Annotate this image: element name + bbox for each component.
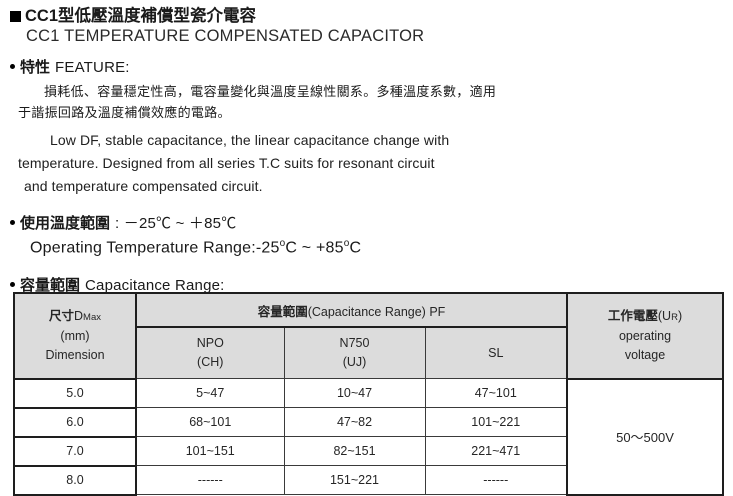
header-operating-voltage: 工作電壓(UR) operating voltage [566,292,725,380]
capacitance-heading: 容量範圍 Capacitance Range: [10,274,733,295]
capacitance-section: 容量範圍 Capacitance Range: [0,274,733,295]
temperature-heading-cn: 使用溫度範圍 [20,215,111,232]
feature-heading: 特性 FEATURE: [10,56,733,77]
table-row: 6.0 68~101 47~82 101~221 [13,406,723,438]
cell-dimension: 5.0 [13,377,137,409]
header-col-sl-line1: SL [488,345,504,360]
round-bullet-icon [10,220,15,225]
header-voltage-en-2: voltage [624,347,666,362]
table-row: 7.0 101~151 82~151 221~471 [13,435,723,467]
cell-dimension: 8.0 [13,464,137,496]
cell-dimension: 6.0 [13,406,137,438]
page-title-cn: CC1型低壓溫度補償型瓷介電容 [25,7,257,25]
header-col-npo: NPO (CH) [135,326,285,379]
header-col-npo-line1: NPO [196,336,224,350]
header-dimension-unit: (mm) [60,328,90,343]
cell-sl: 47~101 [424,378,568,408]
capacitance-heading-en: Capacitance Range: [85,277,225,295]
degree-symbol-2: o [343,238,350,249]
header-dimension: 尺寸DMax (mm) Dimension [13,292,137,380]
cell-npo: 101~151 [135,436,285,466]
cell-sl: 221~471 [424,436,568,466]
cell-sl: 101~221 [424,407,568,437]
header-col-n750: N750 (UJ) [283,326,426,379]
header-col-n750-line1: N750 [339,336,370,350]
temperature-en-mid: C ~ +85 [285,239,344,257]
temperature-range-en: Operating Temperature Range:-25oC ~ +85o… [10,238,733,257]
header-cap-range-cn: 容量範圍 [257,304,308,319]
cell-dimension: 7.0 [13,435,137,467]
document-header: CC1型低壓溫度補償型瓷介電容 CC1 TEMPERATURE COMPENSA… [0,0,733,47]
cell-npo: 5~47 [135,378,285,408]
capacitance-range-table-wrapper: 尺寸DMax (mm) Dimension 容量範圍(Capacitance R… [13,292,725,496]
header-col-sl: SL [424,326,568,379]
header-voltage-cn: 工作電壓(UR) [607,308,683,323]
temperature-section: 使用溫度範圍 : －25℃ ~ ＋85℃ Operating Temperatu… [0,212,733,257]
round-bullet-icon [10,282,15,288]
temperature-heading: 使用溫度範圍 : －25℃ ~ ＋85℃ [10,212,733,233]
degree-symbol-1: o [279,238,286,249]
feature-cn-line-2: 于諧振回路及溫度補償效應的電路。 [18,105,231,120]
table-row: 5.0 5~47 10~47 47~101 50～500V [13,377,725,496]
feature-en-line-3: and temperature compensated circuit. [24,178,263,194]
header-col-n750-line2: (UJ) [342,355,367,369]
cell-n750: 47~82 [283,407,426,437]
header-dimension-en: Dimension [45,347,105,362]
title-row-cn: CC1型低壓溫度補償型瓷介電容 [10,6,733,26]
round-bullet-icon [10,64,15,69]
header-col-npo-line2: (CH) [197,355,224,369]
cell-npo: 68~101 [135,407,285,437]
feature-paragraph-cn: 損耗低、容量穩定性高，電容量變化與溫度呈線性關系。多種溫度系數，適用 于諧振回路… [10,81,733,123]
feature-heading-en: FEATURE: [55,59,130,76]
header-dimension-cn: 尺寸DMax [49,308,101,323]
capacitance-heading-cn: 容量範圍 [20,277,81,295]
table-header-row-2: NPO (CH) N750 (UJ) SL [14,326,723,379]
table-header-row-1: 尺寸DMax (mm) Dimension 容量範圍(Capacitance R… [13,292,725,380]
cell-operating-voltage: 50～500V [566,377,725,496]
feature-cn-line-1: 損耗低、容量穩定性高，電容量變化與溫度呈線性關系。多種溫度系數，適用 [44,84,497,99]
capacitance-range-table: 尺寸DMax (mm) Dimension 容量範圍(Capacitance R… [13,292,725,496]
cell-n750: 10~47 [283,378,426,408]
feature-en-line-2: temperature. Designed from all series T.… [18,155,435,171]
feature-en-line-1: Low DF, stable capacitance, the linear c… [50,132,450,148]
feature-paragraph-en: Low DF, stable capacitance, the linear c… [10,129,733,198]
feature-section: 特性 FEATURE: 損耗低、容量穩定性高，電容量變化與溫度呈線性關系。多種溫… [0,56,733,198]
temperature-value-cn: : －25℃ ~ ＋85℃ [115,215,237,232]
feature-heading-cn: 特性 [20,59,51,76]
header-capacitance-range-group: 容量範圍(Capacitance Range) PF [134,292,569,328]
header-voltage-en-1: operating [618,328,672,343]
temperature-en-suffix: C [349,239,362,257]
temperature-en-prefix: Operating Temperature Range:-25 [30,239,280,257]
cell-npo: ------ [135,465,285,495]
cell-n750: 82~151 [283,436,426,466]
cell-sl: ------ [424,465,568,495]
page-title-en: CC1 TEMPERATURE COMPENSATED CAPACITOR [26,27,425,45]
cell-n750: 151~221 [283,465,426,495]
header-cap-range-en: (Capacitance Range) PF [307,304,446,319]
square-bullet-icon [10,11,21,22]
